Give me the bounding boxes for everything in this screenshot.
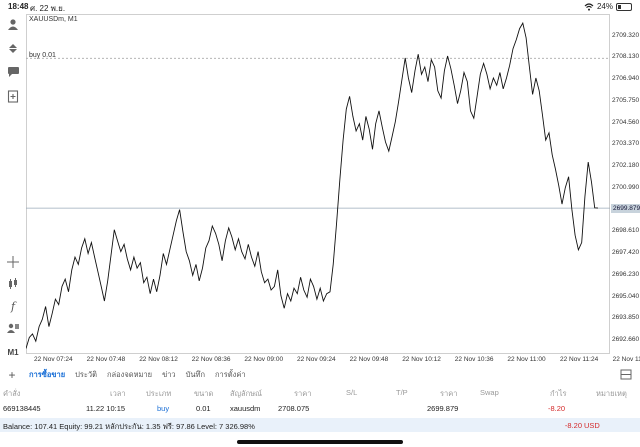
order-open-price: 2708.075: [278, 404, 310, 413]
home-indicator: [237, 440, 403, 444]
y-tick-label: 2702.180: [612, 162, 640, 170]
total-profit: -8.20: [564, 421, 582, 430]
x-tick-label: 22 Nov 11:24: [560, 356, 599, 363]
status-date: ศ. 22 พ.ย.: [30, 4, 66, 13]
order-type: buy: [157, 404, 170, 413]
current-price-tag: 2699.879: [611, 203, 640, 213]
y-tick-label: 2698.610: [612, 227, 640, 235]
x-tick-label: 22 Nov 11:48: [612, 356, 640, 363]
table-row[interactable]: 669138445 11.22 10:15 buy 0.01 xauusdm 2…: [0, 402, 640, 416]
y-tick-label: 2708.130: [612, 53, 640, 61]
chart-frame: [26, 14, 610, 354]
collapse-panel-icon[interactable]: [620, 369, 632, 383]
col-profit: กำไร: [550, 389, 567, 398]
status-bar: 18:48 ศ. 22 พ.ย. 24%: [0, 0, 640, 14]
crosshair-icon[interactable]: [5, 254, 21, 270]
col-swap: Swap: [480, 388, 499, 397]
y-tick-label: 2705.750: [612, 96, 640, 104]
add-icon[interactable]: +: [8, 368, 16, 382]
col-order: คำสั่ง: [3, 389, 21, 398]
trade-arrows-icon[interactable]: [5, 40, 21, 56]
col-tp: T/P: [396, 388, 408, 397]
col-sl: S/L: [346, 388, 358, 397]
y-tick-label: 2706.940: [612, 75, 640, 83]
y-tick-label: 2693.850: [612, 314, 640, 322]
order-line-label: buy 0.01: [29, 52, 56, 59]
balance-summary: Balance: 107.41 Equity: 99.21 หลักประกัน…: [3, 422, 255, 431]
chart-canvas: [26, 14, 610, 354]
left-toolbar: f M1: [0, 14, 26, 364]
tab-journal[interactable]: บันทึก: [185, 370, 206, 379]
price-axis: 2709.320 2708.130 2706.940 2705.750 2704.560…: [610, 14, 640, 354]
tab-history[interactable]: ประวัติ: [75, 370, 98, 379]
y-tick-label: 2700.990: [612, 183, 640, 191]
new-doc-icon[interactable]: [5, 88, 21, 104]
x-tick-label: 22 Nov 08:12: [139, 356, 178, 363]
order-id: 669138445: [3, 404, 41, 413]
tab-mailbox[interactable]: กล่องจดหมาย: [107, 370, 153, 379]
bottom-tabs: + การซื้อขาย ประวัติ กล่องจดหมาย ข่าว บั…: [0, 366, 640, 384]
price-chart[interactable]: XAUUSDm, M1 buy 0.01: [26, 14, 610, 354]
function-icon[interactable]: f: [10, 299, 16, 313]
time-axis: 22 Nov 07:24 22 Nov 07:48 22 Nov 08:12 22 N…: [26, 354, 640, 366]
person-icon[interactable]: [5, 16, 21, 32]
tab-trade[interactable]: การซื้อขาย: [29, 370, 66, 379]
col-symbol: สัญลักษณ์: [230, 389, 263, 398]
x-tick-label: 22 Nov 11:00: [507, 356, 546, 363]
order-current-price: 2699.879: [427, 404, 459, 413]
y-tick-label: 2692.660: [612, 336, 640, 344]
battery-percent: 24%: [596, 2, 613, 11]
order-size: 0.01: [196, 404, 211, 413]
status-right: 24%: [584, 2, 632, 11]
y-tick-label: 2704.560: [612, 118, 640, 126]
col-time: เวลา: [110, 389, 126, 398]
timeframe-label[interactable]: M1: [7, 347, 19, 357]
candles-icon[interactable]: [5, 276, 21, 292]
status-time: 18:48: [8, 2, 29, 11]
tab-news[interactable]: ข่าว: [162, 370, 176, 379]
col-note: หมายเหตุ: [596, 389, 627, 398]
wifi-icon: [584, 2, 594, 11]
col-price-current: ราคา: [440, 389, 458, 398]
y-tick-label: 2709.320: [612, 31, 640, 39]
x-tick-label: 22 Nov 07:48: [86, 356, 126, 363]
order-time: 11.22 10:15: [86, 404, 126, 413]
tab-settings[interactable]: การตั้งค่า: [215, 370, 246, 379]
objects-icon[interactable]: [5, 320, 21, 336]
chart-symbol: XAUUSDm, M1: [29, 16, 78, 23]
x-tick-label: 22 Nov 08:36: [191, 356, 231, 363]
price-series-line: [26, 21, 599, 349]
total-currency: USD: [584, 421, 600, 430]
battery-icon: [616, 2, 632, 11]
col-size: ขนาด: [194, 389, 214, 398]
chat-icon[interactable]: [5, 64, 21, 80]
table-header: คำสั่ง เวลา ประเภท ขนาด สัญลักษณ์ ราคา S…: [0, 386, 640, 400]
x-tick-label: 22 Nov 09:48: [349, 356, 389, 363]
y-tick-label: 2697.420: [612, 249, 640, 257]
x-tick-label: 22 Nov 09:24: [297, 356, 336, 363]
x-tick-label: 22 Nov 09:00: [244, 356, 284, 363]
y-tick-label: 2703.370: [612, 140, 640, 148]
col-price: ราคา: [294, 389, 312, 398]
y-tick-label: 2696.230: [612, 270, 640, 278]
order-symbol: xauusdm: [230, 404, 261, 413]
order-profit: -8.20: [548, 404, 566, 413]
x-tick-label: 22 Nov 07:24: [34, 356, 73, 363]
balance-bar: Balance: 107.41 Equity: 99.21 หลักประกัน…: [0, 418, 640, 432]
x-tick-label: 22 Nov 10:12: [402, 356, 441, 363]
x-tick-label: 22 Nov 10:36: [454, 356, 494, 363]
y-tick-label: 2695.040: [612, 292, 640, 300]
col-type: ประเภท: [146, 389, 172, 398]
